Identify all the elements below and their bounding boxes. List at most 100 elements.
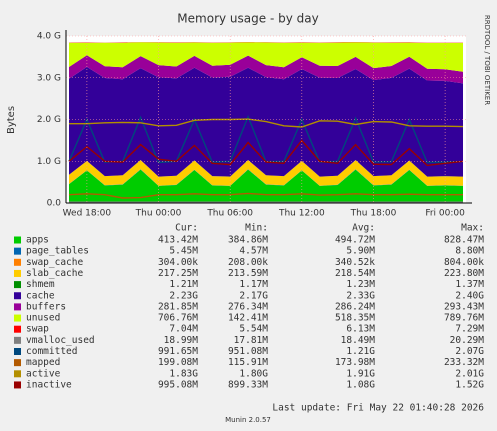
y-tick-label: 0.0 — [47, 199, 62, 209]
legend-swatch — [14, 281, 21, 289]
legend-stat: 1.23M — [346, 279, 375, 290]
legend-swatch — [14, 370, 21, 378]
legend-stat: 413.42M — [158, 235, 198, 246]
legend-stat: 115.91M — [228, 357, 268, 368]
legend-stat: 213.59M — [228, 268, 268, 279]
legend-stat: 1.83G — [169, 368, 198, 379]
legend-stat: 142.41M — [228, 313, 268, 324]
legend-stat: 17.81M — [234, 335, 269, 346]
legend-swatch — [14, 336, 21, 344]
legend-stat: 789.76M — [444, 313, 484, 324]
legend-stat: 286.24M — [335, 301, 375, 312]
legend-stat: 828.47M — [444, 235, 484, 246]
y-axis-label: Bytes — [6, 106, 17, 134]
legend-stat: 951.08M — [228, 346, 268, 357]
legend-swatch — [14, 247, 21, 255]
legend-stat: 18.99M — [164, 335, 199, 346]
legend-stat: 6.13M — [346, 324, 375, 335]
x-tick-label: Thu 18:00 — [350, 209, 397, 219]
legend-stat: 304.00k — [158, 257, 198, 268]
legend-stat: 995.08M — [158, 379, 198, 390]
x-tick-label: Fri 00:00 — [425, 209, 465, 219]
legend-stat: 233.32M — [444, 357, 484, 368]
legend-stat: 2.33G — [346, 290, 375, 301]
legend-label: apps — [26, 235, 49, 246]
side-text: RRDTOOL / TOBI OETIKER — [483, 15, 491, 105]
legend-swatch — [14, 292, 21, 300]
legend-header: Min: — [245, 223, 268, 234]
legend-label: page_tables — [26, 246, 89, 257]
legend-stat: 4.57M — [239, 246, 268, 257]
legend-stat: 173.98M — [335, 357, 375, 368]
legend-stat: 5.90M — [346, 246, 375, 257]
legend-stat: 1.80G — [239, 368, 268, 379]
y-tick-label: 4.0 G — [37, 32, 61, 42]
legend-stat: 5.45M — [169, 246, 198, 257]
y-tick-label: 3.0 G — [37, 73, 61, 83]
legend-swatch — [14, 303, 21, 311]
legend-stat: 2.17G — [239, 290, 268, 301]
x-tick-label: Wed 18:00 — [63, 209, 112, 219]
legend-label: buffers — [26, 301, 66, 312]
legend-stat: 384.86M — [228, 235, 268, 246]
legend-swatch — [14, 381, 21, 389]
legend-stat: 18.49M — [341, 335, 376, 346]
area — [69, 42, 463, 72]
legend-header: Cur: — [175, 223, 198, 234]
chart-title: Memory usage - by day — [177, 12, 318, 26]
legend-label: active — [26, 368, 61, 379]
legend-stat: 199.08M — [158, 357, 198, 368]
legend-label: vmalloc_used — [26, 335, 95, 346]
area — [69, 160, 463, 186]
legend-swatch — [14, 236, 21, 244]
legend-stat: 276.34M — [228, 301, 268, 312]
legend-label: slab_cache — [26, 268, 83, 279]
legend-header: Max: — [461, 223, 484, 234]
line — [68, 139, 464, 167]
line — [68, 192, 463, 199]
area — [69, 55, 463, 84]
legend-stat: 1.21M — [169, 279, 198, 290]
legend-stat: 706.76M — [158, 313, 198, 324]
legend-swatch — [14, 325, 21, 333]
footer: Last update: Fri May 22 01:40:28 2026 — [272, 403, 484, 414]
x-tick-label: Thu 00:00 — [135, 209, 182, 219]
legend-stat: 218.54M — [335, 268, 375, 279]
legend-label: shmem — [26, 279, 55, 290]
legend-stat: 1.37M — [455, 279, 484, 290]
legend-stat: 2.40G — [455, 290, 484, 301]
legend-swatch — [14, 314, 21, 322]
legend-stat: 1.21G — [346, 346, 375, 357]
legend-stat: 1.91G — [346, 368, 375, 379]
legend-swatch — [14, 258, 21, 266]
legend-stat: 804.00k — [444, 257, 484, 268]
legend-stat: 991.65M — [158, 346, 198, 357]
legend-swatch — [14, 269, 21, 277]
legend-header: Avg: — [352, 223, 375, 234]
legend-stat: 494.72M — [335, 235, 375, 246]
legend-stat: 223.80M — [444, 268, 484, 279]
legend-stat: 1.52G — [455, 379, 484, 390]
x-tick-label: Thu 12:00 — [278, 209, 325, 219]
version: Munin 2.0.57 — [225, 416, 271, 424]
legend-label: committed — [26, 346, 77, 357]
legend-stat: 2.07G — [455, 346, 484, 357]
legend-stat: 7.29M — [455, 324, 484, 335]
y-tick-label: 2.0 G — [37, 115, 61, 125]
legend-stat: 281.85M — [158, 301, 198, 312]
legend-stat: 518.35M — [335, 313, 375, 324]
area — [69, 42, 463, 43]
legend-swatch — [14, 348, 21, 355]
legend-stat: 217.25M — [158, 268, 198, 279]
legend-stat: 2.01G — [455, 368, 484, 379]
legend-label: inactive — [26, 379, 72, 390]
legend-stat: 1.08G — [346, 379, 375, 390]
legend-label: cache — [26, 290, 55, 301]
legend-label: swap — [26, 324, 49, 335]
legend-stat: 5.54M — [239, 324, 268, 335]
legend-stat: 2.23G — [169, 290, 198, 301]
legend-swatch — [14, 359, 21, 367]
y-tick-label: 1.0 G — [37, 157, 61, 167]
legend-stat: 340.52k — [335, 257, 375, 268]
